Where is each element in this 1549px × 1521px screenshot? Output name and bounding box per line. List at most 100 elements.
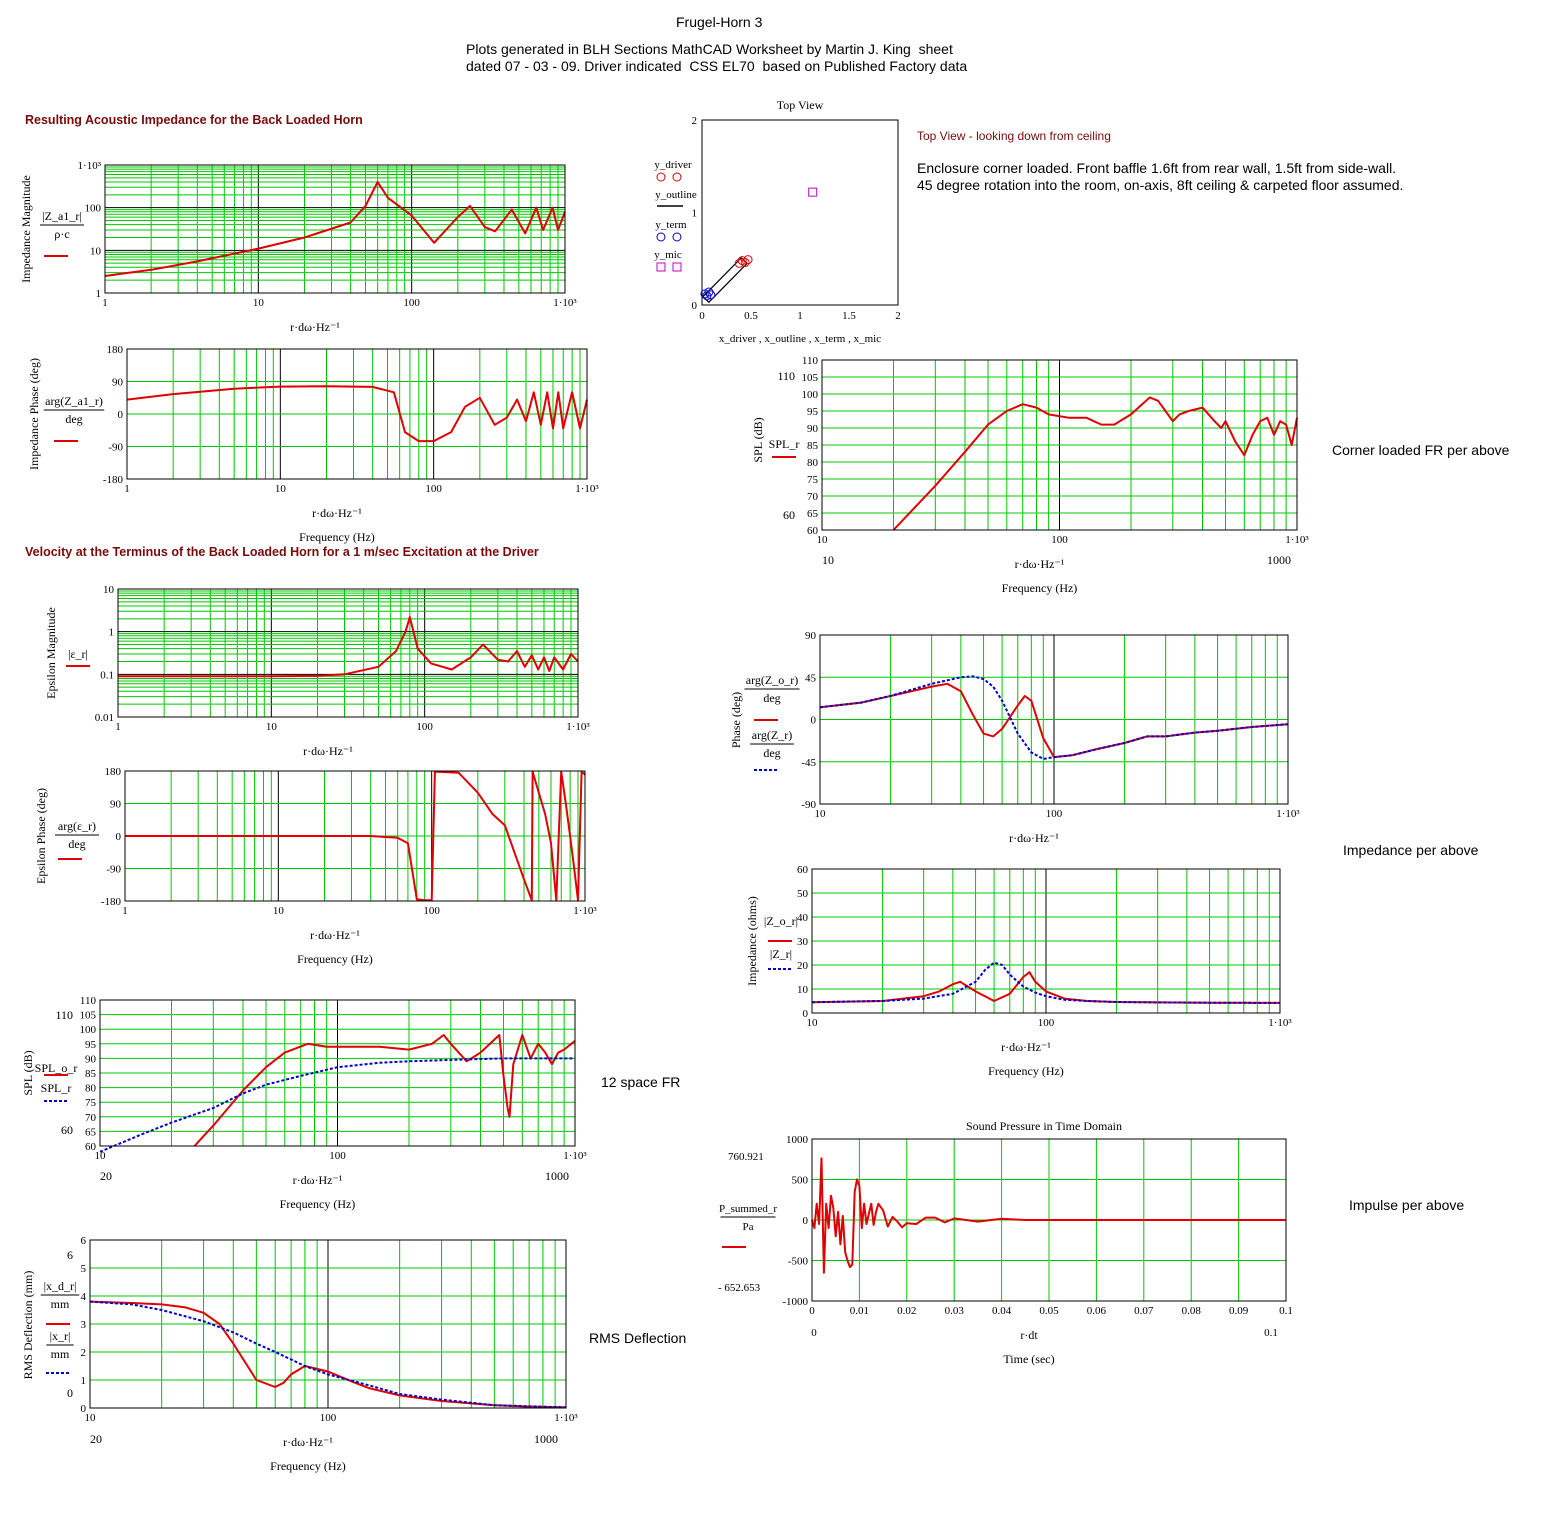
electrical_phase-ytick: 90 bbox=[805, 630, 817, 642]
electrical_phase-series-red bbox=[819, 682, 1289, 759]
electrical_impedance-ytick: 40 bbox=[797, 912, 809, 924]
epsilon_mag-grid bbox=[117, 588, 579, 718]
topview-note-line-1: Enclosure corner loaded. Front baffle 1.… bbox=[917, 160, 1397, 176]
spl_12space-xtitle: Frequency (Hz) bbox=[280, 1197, 356, 1211]
spl_12space-ytick: 75 bbox=[85, 1097, 97, 1109]
acoustic_impedance_phase-xtick: 100 bbox=[425, 483, 442, 495]
rms_deflection-grid bbox=[89, 1239, 567, 1409]
rms-expr-2-den: mm bbox=[51, 1347, 70, 1361]
spl_corner-ytick: 95 bbox=[807, 406, 819, 418]
spl_12space-ytick: 80 bbox=[85, 1083, 97, 1095]
impulse-expr-den: Pa bbox=[743, 1221, 754, 1233]
acoustic_impedance_phase-xtick: 10 bbox=[275, 483, 287, 495]
corner-expr: SPL_r bbox=[769, 437, 800, 451]
ephase-ylabel: Phase (deg) bbox=[729, 692, 743, 748]
spl_corner-ytick: 60 bbox=[807, 525, 819, 537]
spl_corner-ytick: 100 bbox=[802, 389, 819, 401]
rms_deflection-ytick: 6 bbox=[81, 1235, 87, 1247]
impulse-xtick: 0.09 bbox=[1229, 1305, 1249, 1317]
epsilon_phase-xtick: 1 bbox=[122, 905, 128, 917]
eps-mag-expr: |ε_r| bbox=[68, 647, 88, 661]
spl_12space-ytick: 105 bbox=[80, 1010, 97, 1022]
epsilon_mag-ytick: 10 bbox=[103, 584, 115, 596]
subtitle-line-2: dated 07 - 03 - 09. Driver indicated CSS… bbox=[466, 58, 968, 74]
spl_12space-xexpr: r·dω·Hz⁻¹ bbox=[293, 1173, 343, 1187]
topview-legend-mic-mark bbox=[672, 262, 682, 272]
electrical_impedance-ytick: 60 bbox=[797, 864, 809, 876]
eps-mag-ylabel: Epsilon Magnitude bbox=[44, 607, 58, 699]
eimp-ylabel: Impedance (ohms) bbox=[745, 896, 759, 986]
eimp-expr-2: |Z_r| bbox=[770, 947, 792, 961]
acoustic_impedance_mag-ytick: 1·10³ bbox=[78, 160, 102, 172]
acoustic_impedance_mag-xtick: 10 bbox=[253, 297, 265, 309]
topview-xtick: 0 bbox=[699, 310, 705, 322]
impulse-expr-num: P_summed_r bbox=[719, 1203, 777, 1215]
epsilon_mag-xtick: 10 bbox=[266, 721, 278, 733]
electrical_phase-xtick: 10 bbox=[815, 808, 827, 820]
spl12-ylabel: SPL (dB) bbox=[21, 1050, 35, 1095]
spl_corner-border bbox=[821, 359, 1298, 531]
spl_12space-ytick: 90 bbox=[85, 1053, 97, 1065]
acoustic-phase-ylabel: Impedance Phase (deg) bbox=[27, 358, 41, 470]
rms_deflection-xtitle: Frequency (Hz) bbox=[270, 1459, 346, 1473]
impulse-border bbox=[811, 1138, 1287, 1302]
epsilon_phase-ytick: -180 bbox=[101, 896, 122, 908]
spl_12space-series-blue bbox=[99, 1057, 575, 1153]
electrical_impedance-ytick: 0 bbox=[803, 1008, 809, 1020]
acoustic-phase-expr-den: deg bbox=[65, 412, 82, 426]
rms-extra-x2: 1000 bbox=[534, 1432, 558, 1446]
acoustic_impedance_phase-series-red bbox=[126, 385, 588, 443]
rms_deflection-ytick: 1 bbox=[81, 1375, 87, 1387]
topview-legend-mic-mark bbox=[656, 262, 666, 272]
spl12-expr-2: SPL_r bbox=[41, 1081, 72, 1095]
spl_12space-ytick: 110 bbox=[80, 995, 97, 1007]
topview-xtick: 0.5 bbox=[744, 310, 758, 322]
impulse-extra-x0: 0 bbox=[811, 1327, 817, 1339]
electrical_phase-grid bbox=[819, 634, 1289, 805]
spl_corner-xtick: 1·10³ bbox=[1285, 534, 1309, 546]
spl_corner-xtitle: Frequency (Hz) bbox=[1002, 581, 1078, 595]
rms-extra-x1: 20 bbox=[90, 1432, 102, 1446]
impulse-ytick: 0 bbox=[803, 1215, 809, 1227]
rms_deflection-xtick: 100 bbox=[320, 1412, 337, 1424]
rms-expr-1-den: mm bbox=[51, 1297, 70, 1311]
spl_12space-ytick: 100 bbox=[80, 1024, 97, 1036]
impulse-note: Impulse per above bbox=[1349, 1197, 1465, 1213]
acoustic-mag-expr-den: ρ·c bbox=[54, 227, 69, 241]
impulse-xtick: 0.06 bbox=[1087, 1305, 1107, 1317]
epsilon_phase-xexpr: r·dω·Hz⁻¹ bbox=[310, 928, 360, 942]
rms-extra-y1: 6 bbox=[67, 1248, 73, 1262]
electrical_phase-series-blue bbox=[819, 675, 1289, 760]
spl_corner-ytick: 70 bbox=[807, 491, 819, 503]
topview-legend-term-mark bbox=[656, 232, 666, 242]
acoustic_impedance_phase-ytick: 180 bbox=[107, 344, 124, 356]
spl_corner-ytick: 80 bbox=[807, 457, 819, 469]
topview-ytick: 1 bbox=[692, 208, 698, 220]
rms_deflection-ytick: 0 bbox=[81, 1403, 87, 1415]
acoustic_impedance_mag-xtick: 100 bbox=[403, 297, 420, 309]
electrical_impedance-ytick: 10 bbox=[797, 984, 809, 996]
electrical_phase-ytick: 45 bbox=[805, 672, 817, 684]
acoustic_impedance_phase-xtitle: Frequency (Hz) bbox=[299, 530, 375, 544]
electrical_impedance-ytick: 20 bbox=[797, 960, 809, 972]
acoustic_impedance_mag-grid bbox=[104, 164, 566, 294]
topview-legend-term: y_term bbox=[655, 219, 687, 231]
subtitle-line-1: Plots generated in BLH Sections MathCAD … bbox=[466, 41, 953, 57]
ephase-expr-1-num: arg(Z_o_r) bbox=[746, 673, 798, 687]
epsilon_phase-ytick: 90 bbox=[110, 799, 122, 811]
electrical_impedance-ytick: 30 bbox=[797, 936, 809, 948]
rms_deflection-ytick: 3 bbox=[81, 1319, 87, 1331]
acoustic_impedance_phase-xtick: 1 bbox=[124, 483, 130, 495]
eps-phase-expr-num: arg(ε_r) bbox=[58, 819, 96, 833]
spl_12space-xtick: 100 bbox=[329, 1150, 346, 1162]
electrical_impedance-xtick: 10 bbox=[807, 1017, 819, 1029]
eps-phase-ylabel: Epsilon Phase (deg) bbox=[34, 788, 48, 884]
topview-legend-driver: y_driver bbox=[654, 159, 692, 171]
epsilon_mag-series-red bbox=[118, 616, 579, 678]
impulse-ytick: -1000 bbox=[782, 1296, 808, 1308]
acoustic_impedance_mag-xexpr: r·dω·Hz⁻¹ bbox=[290, 320, 340, 334]
acoustic_impedance_mag-xtick: 1·10³ bbox=[553, 297, 577, 309]
rms_deflection-xexpr: r·dω·Hz⁻¹ bbox=[283, 1435, 333, 1449]
impulse-ytick: 500 bbox=[792, 1175, 809, 1187]
